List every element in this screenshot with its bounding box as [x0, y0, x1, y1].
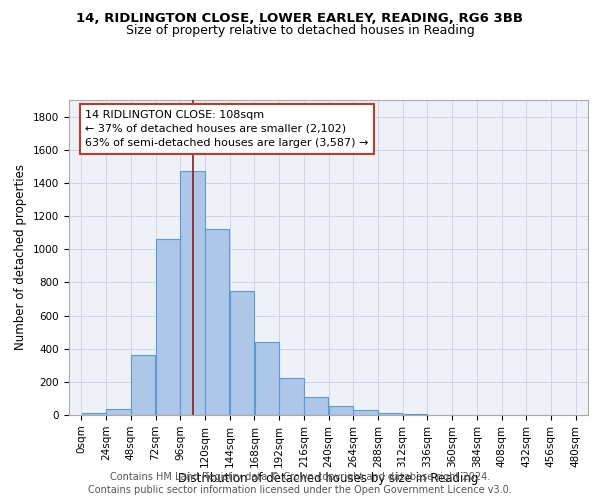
Bar [254, 342, 279, 415]
Bar [403, 414, 427, 415]
Y-axis label: Number of detached properties: Number of detached properties [14, 164, 28, 350]
Bar [329, 406, 353, 415]
Bar [280, 378, 304, 415]
Bar [106, 409, 131, 415]
Bar [156, 240, 180, 415]
Text: Contains public sector information licensed under the Open Government Licence v3: Contains public sector information licen… [88, 485, 512, 495]
Bar [378, 412, 403, 415]
Text: 14 RIDLINGTON CLOSE: 108sqm
← 37% of detached houses are smaller (2,102)
63% of : 14 RIDLINGTON CLOSE: 108sqm ← 37% of det… [85, 110, 369, 148]
Bar [205, 230, 229, 415]
X-axis label: Distribution of detached houses by size in Reading: Distribution of detached houses by size … [178, 472, 479, 486]
Bar [230, 292, 254, 415]
Bar [181, 172, 205, 415]
Text: 14, RIDLINGTON CLOSE, LOWER EARLEY, READING, RG6 3BB: 14, RIDLINGTON CLOSE, LOWER EARLEY, READ… [77, 12, 523, 26]
Bar [304, 397, 328, 415]
Text: Contains HM Land Registry data © Crown copyright and database right 2024.: Contains HM Land Registry data © Crown c… [110, 472, 490, 482]
Bar [131, 356, 155, 415]
Bar [353, 410, 377, 415]
Text: Size of property relative to detached houses in Reading: Size of property relative to detached ho… [125, 24, 475, 37]
Bar [82, 412, 106, 415]
